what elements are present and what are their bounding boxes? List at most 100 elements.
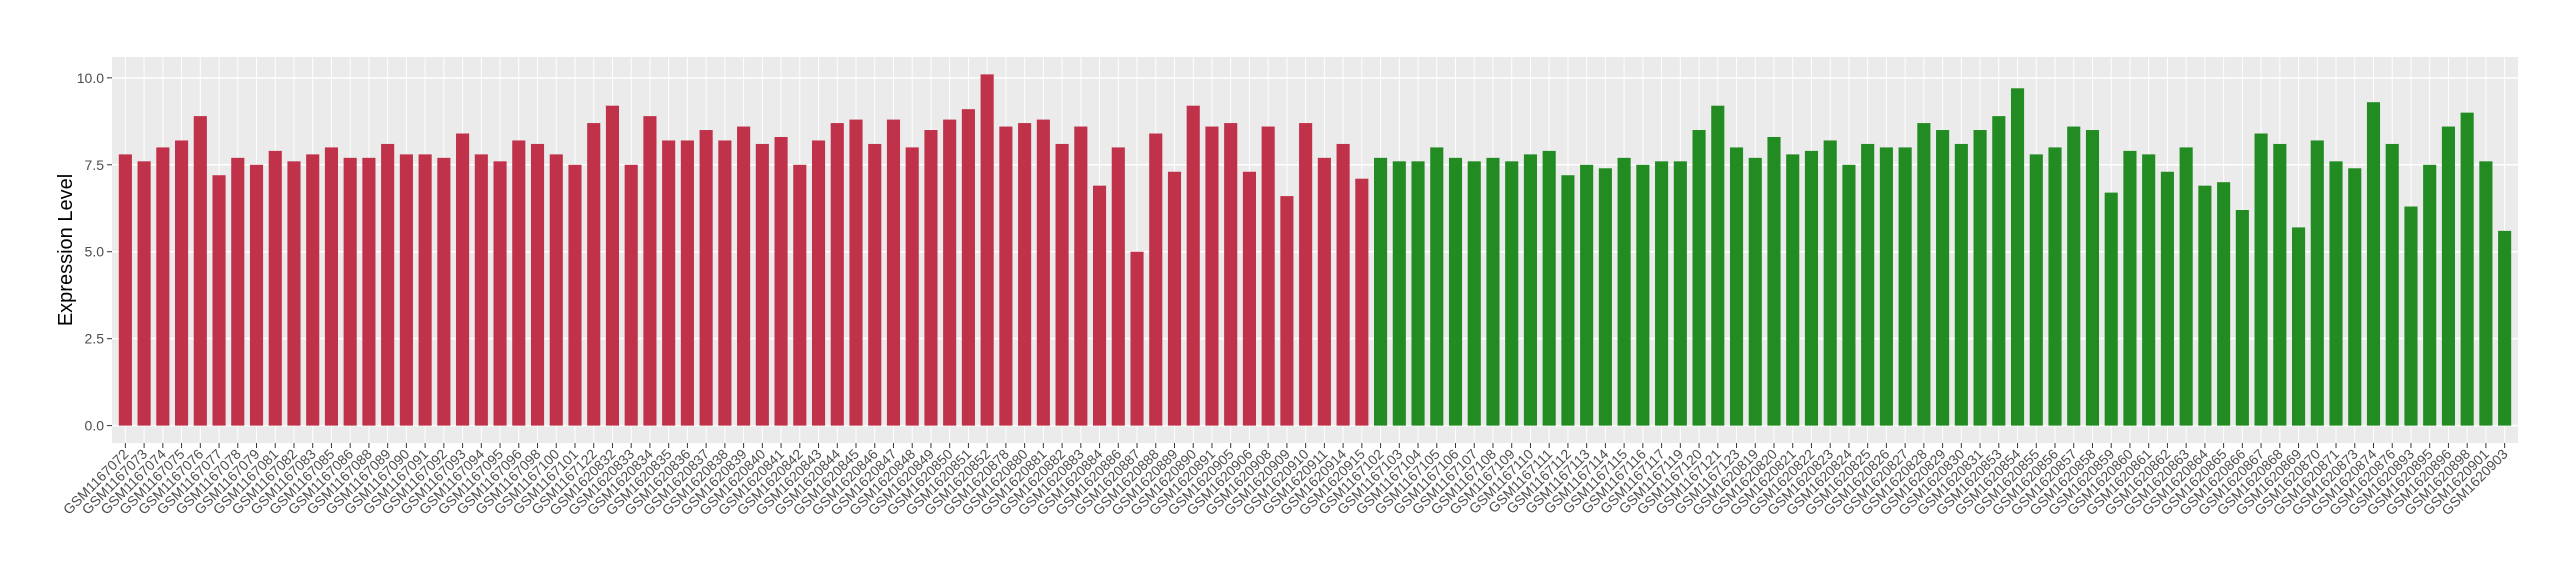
bar	[1167, 171, 1182, 426]
bar	[2498, 230, 2512, 426]
bar	[1411, 161, 1425, 426]
bar	[737, 126, 751, 426]
bar	[1261, 126, 1275, 426]
bar	[399, 154, 413, 426]
bar	[1879, 147, 1893, 426]
bar	[849, 119, 863, 426]
bar	[2160, 171, 2174, 426]
bar	[1561, 175, 1575, 426]
bar	[1074, 126, 1088, 426]
bar	[381, 143, 395, 426]
bar	[587, 123, 601, 426]
bar	[605, 105, 620, 426]
bar	[961, 109, 975, 426]
bar	[1392, 161, 1406, 426]
bar	[1186, 105, 1200, 426]
bar	[755, 143, 769, 426]
y-tick-label: 0.0	[85, 418, 105, 434]
bar	[1149, 133, 1163, 426]
bar	[2460, 112, 2474, 426]
bar	[2104, 192, 2118, 426]
bar	[1317, 157, 1331, 426]
bar	[793, 164, 807, 426]
bar	[1673, 161, 1687, 426]
bar	[662, 140, 676, 426]
bar	[568, 164, 582, 426]
bar	[2085, 130, 2100, 426]
bar	[343, 157, 357, 426]
bar	[1505, 161, 1519, 426]
bar	[474, 154, 488, 426]
bar	[324, 147, 339, 426]
bar	[2273, 143, 2287, 426]
bar	[1430, 147, 1444, 426]
bar	[2366, 102, 2381, 426]
bar	[1242, 171, 1256, 426]
bar	[1448, 157, 1463, 426]
bar	[2217, 182, 2231, 426]
bar	[1055, 143, 1069, 426]
bar	[1617, 157, 1631, 426]
bar	[1804, 150, 1819, 426]
bar	[2479, 161, 2493, 426]
bar	[1992, 116, 2006, 426]
y-tick-label: 7.5	[85, 157, 105, 173]
bar	[1786, 154, 1800, 426]
bar	[2198, 185, 2212, 426]
bar	[811, 140, 826, 426]
bar	[2235, 210, 2249, 426]
bar	[1823, 140, 1837, 426]
bar	[1861, 143, 1875, 426]
bar	[1711, 105, 1725, 426]
bar	[886, 119, 901, 426]
bar	[2123, 150, 2137, 426]
bar	[1036, 119, 1050, 426]
bar	[193, 116, 207, 426]
bar	[2067, 126, 2081, 426]
bar	[2010, 88, 2025, 426]
bar	[1917, 123, 1931, 426]
bar	[530, 143, 545, 426]
bar	[231, 157, 245, 426]
bar	[1130, 251, 1144, 426]
bar	[2142, 154, 2156, 426]
bar	[156, 147, 170, 426]
bar	[362, 157, 376, 426]
bar	[1092, 185, 1107, 426]
bar	[212, 175, 226, 426]
y-axis-title: Expression Level	[55, 174, 77, 326]
bar	[680, 140, 694, 426]
bar	[943, 119, 957, 426]
bar	[1692, 130, 1706, 426]
bar	[1598, 168, 1612, 426]
bar	[1636, 164, 1650, 426]
bar	[418, 154, 432, 426]
bar	[2385, 143, 2399, 426]
bar	[1280, 196, 1294, 426]
bar	[1767, 136, 1781, 426]
bar	[1355, 178, 1369, 426]
bar	[456, 133, 470, 426]
bar	[2048, 147, 2062, 426]
bar	[1729, 147, 1744, 426]
bar	[1111, 147, 1125, 426]
bar	[699, 130, 713, 426]
bar	[249, 164, 264, 426]
bar	[2254, 133, 2268, 426]
bar	[1205, 126, 1219, 426]
bar	[1542, 150, 1556, 426]
bar	[549, 154, 563, 426]
bar	[999, 126, 1013, 426]
bar	[2291, 227, 2306, 426]
bar	[1336, 143, 1350, 426]
bar	[2423, 164, 2437, 426]
bar	[624, 164, 638, 426]
bar	[1299, 123, 1313, 426]
bar	[718, 140, 732, 426]
bar	[512, 140, 526, 426]
bar	[118, 154, 132, 426]
bar	[1842, 164, 1856, 426]
bar	[2179, 147, 2193, 426]
bar	[2310, 140, 2324, 426]
